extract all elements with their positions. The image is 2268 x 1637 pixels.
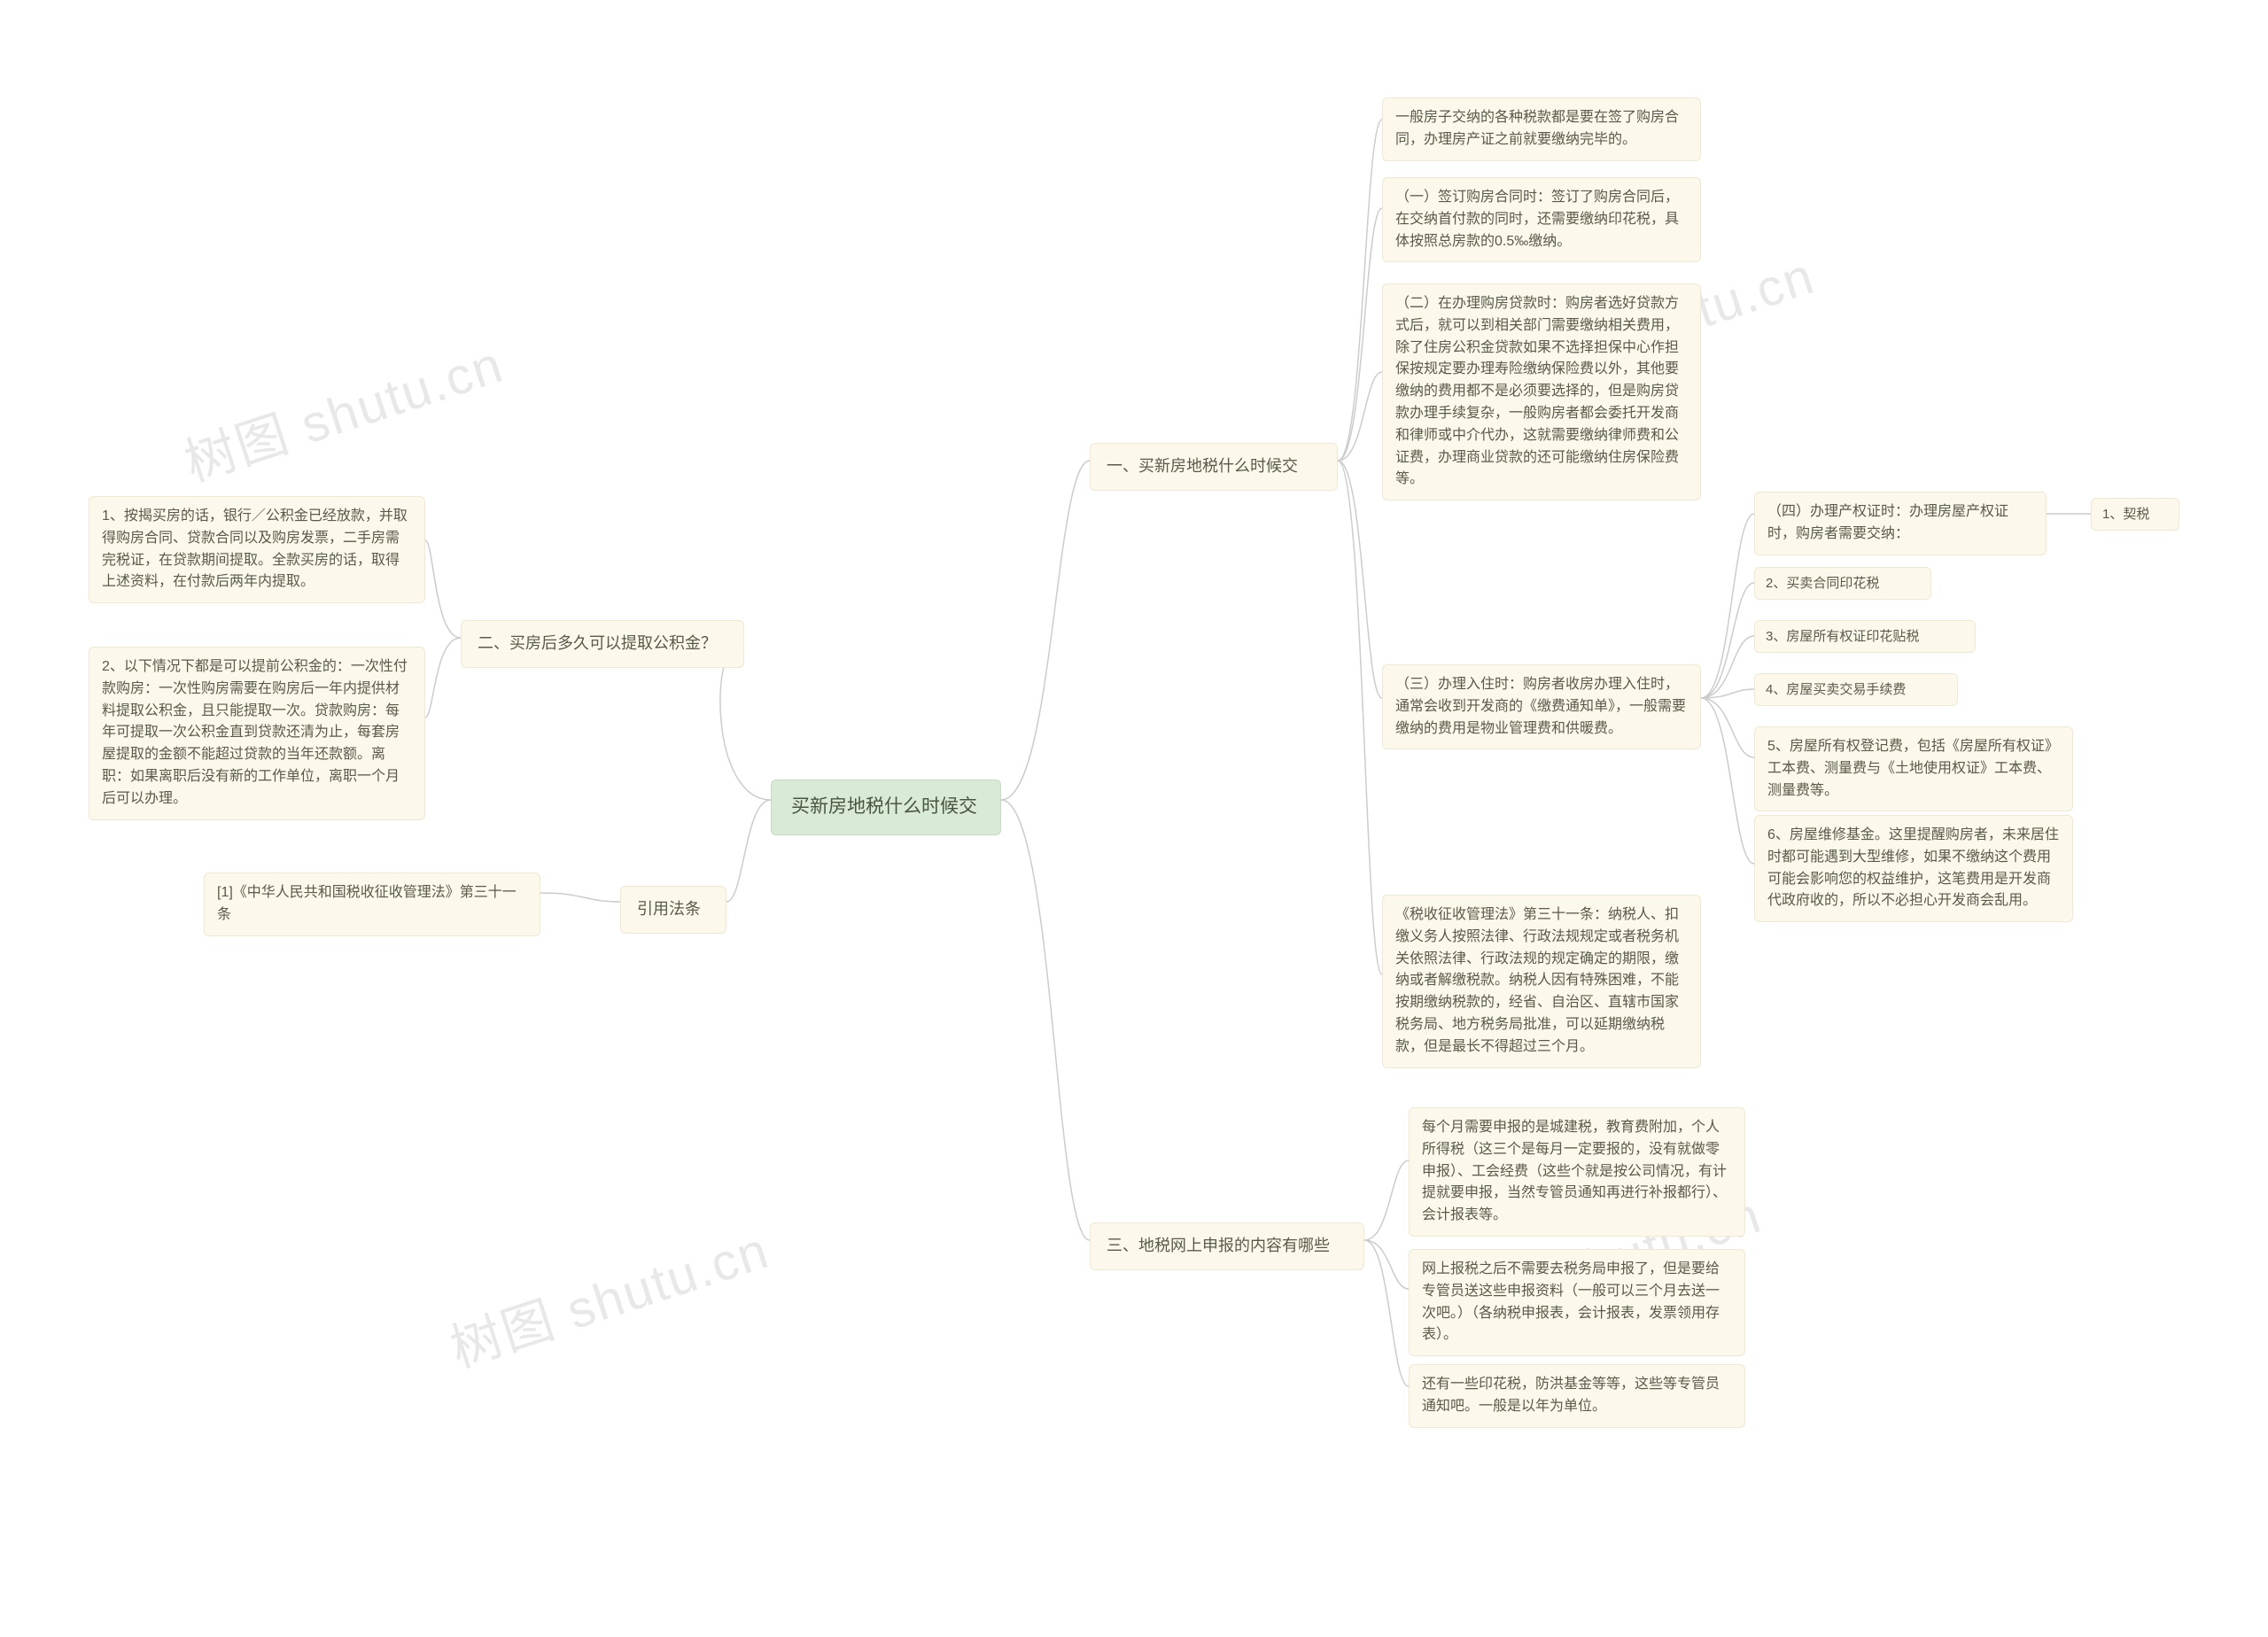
leaf-b1-4-1-1[interactable]: 1、契税 (2091, 498, 2179, 531)
watermark: 树图 shutu.cn (439, 1208, 777, 1381)
leaf-b2-2[interactable]: 2、以下情况下都是可以提前公积金的：一次性付款购房：一次性购房需要在购房后一年内… (89, 647, 425, 820)
leaf-b3-1[interactable]: 每个月需要申报的是城建税，教育费附加，个人所得税（这三个是每月一定要报的，没有就… (1409, 1107, 1745, 1237)
branch-3[interactable]: 三、地税网上申报的内容有哪些 (1090, 1222, 1364, 1270)
watermark: 树图 shutu.cn (174, 322, 511, 495)
branch-2[interactable]: 二、买房后多久可以提取公积金？ (461, 620, 744, 668)
leaf-b1-5[interactable]: 《税收征收管理法》第三十一条：纳税人、扣缴义务人按照法律、行政法规规定或者税务机… (1382, 895, 1701, 1068)
leaf-b1-4-1[interactable]: （四）办理产权证时：办理房屋产权证时，购房者需要交纳： (1754, 492, 2047, 555)
leaf-b1-4-6[interactable]: 6、房屋维修基金。这里提醒购房者，未来居住时都可能遇到大型维修，如果不缴纳这个费… (1754, 815, 2073, 922)
leaf-b1-4-3[interactable]: 3、房屋所有权证印花贴税 (1754, 620, 1976, 653)
leaf-b3-3[interactable]: 还有一些印花税，防洪基金等等，这些等专管员通知吧。一般是以年为单位。 (1409, 1364, 1745, 1428)
leaf-b2-1[interactable]: 1、按揭买房的话，银行／公积金已经放款，并取得购房合同、贷款合同以及购房发票，二… (89, 496, 425, 603)
leaf-b1-4-2[interactable]: 2、买卖合同印花税 (1754, 567, 1931, 600)
leaf-b1-4-4[interactable]: 4、房屋买卖交易手续费 (1754, 673, 1958, 706)
leaf-b1-2[interactable]: （一）签订购房合同时：签订了购房合同后，在交纳首付款的同时，还需要缴纳印花税，具… (1382, 177, 1701, 262)
leaf-b1-4-5[interactable]: 5、房屋所有权登记费，包括《房屋所有权证》工本费、测量费与《土地使用权证》工本费… (1754, 726, 2073, 811)
branch-4-citation[interactable]: 引用法条 (620, 886, 726, 934)
root-node[interactable]: 买新房地税什么时候交 (771, 780, 1001, 835)
leaf-b4-1[interactable]: [1]《中华人民共和国税收征收管理法》第三十一条 (204, 873, 540, 936)
leaf-b3-2[interactable]: 网上报税之后不需要去税务局申报了，但是要给专管员送这些申报资料（一般可以三个月去… (1409, 1249, 1745, 1356)
leaf-b1-3[interactable]: （二）在办理购房贷款时：购房者选好贷款方式后，就可以到相关部门需要缴纳相关费用，… (1382, 283, 1701, 500)
branch-1[interactable]: 一、买新房地税什么时候交 (1090, 443, 1338, 491)
leaf-b1-4[interactable]: （三）办理入住时：购房者收房办理入住时，通常会收到开发商的《缴费通知单》，一般需… (1382, 664, 1701, 749)
leaf-b1-1[interactable]: 一般房子交纳的各种税款都是要在签了购房合同，办理房产证之前就要缴纳完毕的。 (1382, 97, 1701, 161)
